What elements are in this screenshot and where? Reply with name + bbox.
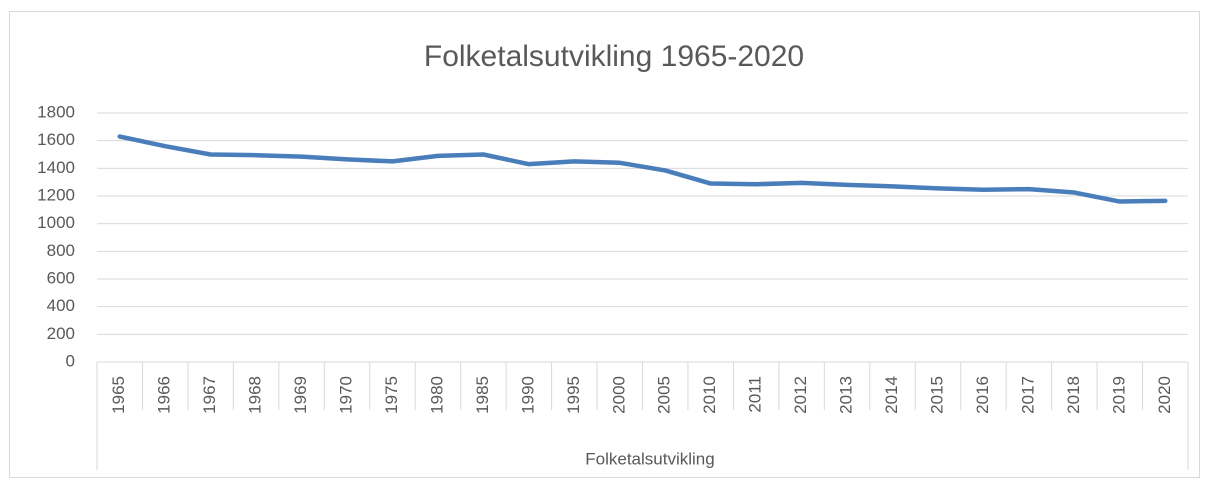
y-tick-label: 800 bbox=[47, 241, 75, 260]
x-axis-label: Folketalsutvikling bbox=[585, 449, 714, 468]
chart-title: Folketalsutvikling 1965-2020 bbox=[424, 40, 804, 73]
y-tick-label: 0 bbox=[66, 351, 75, 370]
x-tick-label: 1985 bbox=[473, 376, 492, 414]
y-tick-label: 200 bbox=[47, 324, 75, 343]
x-tick-label: 1967 bbox=[200, 376, 219, 414]
x-tick-label: 2015 bbox=[927, 376, 946, 414]
x-tick-label: 1970 bbox=[337, 376, 356, 414]
x-tick-label: 2013 bbox=[837, 376, 856, 414]
x-tick-label: 2012 bbox=[791, 376, 810, 414]
x-tick-label: 2020 bbox=[1155, 376, 1174, 414]
chart-border bbox=[9, 11, 1200, 478]
data-line bbox=[117, 134, 1168, 204]
y-tick-label: 600 bbox=[47, 268, 75, 287]
x-tick-label: 2019 bbox=[1109, 376, 1128, 414]
y-tick-label: 1400 bbox=[37, 158, 75, 177]
x-tick-label: 2011 bbox=[746, 376, 765, 413]
x-tick-label: 1965 bbox=[109, 376, 128, 414]
y-tick-label: 1800 bbox=[37, 102, 75, 121]
x-tick-label: 1980 bbox=[427, 376, 446, 414]
x-tick-label: 1968 bbox=[246, 376, 265, 414]
y-tick-label: 400 bbox=[47, 296, 75, 315]
x-tick-label: 2000 bbox=[609, 376, 628, 414]
x-tick-label: 2010 bbox=[700, 376, 719, 414]
x-tick-label: 2018 bbox=[1064, 376, 1083, 414]
y-tick-label: 1200 bbox=[37, 185, 75, 204]
x-tick-label: 2017 bbox=[1018, 376, 1037, 414]
x-tick-label: 1966 bbox=[155, 376, 174, 414]
x-tick-label: 2005 bbox=[655, 376, 674, 414]
x-tick-label: 2016 bbox=[973, 376, 992, 414]
y-tick-label: 1000 bbox=[37, 213, 75, 232]
x-tick-label: 1995 bbox=[564, 376, 583, 414]
x-tick-label: 2014 bbox=[882, 376, 901, 414]
y-tick-label: 1600 bbox=[37, 130, 75, 149]
x-tick-label: 1969 bbox=[291, 376, 310, 414]
x-tick-label: 1990 bbox=[518, 376, 537, 414]
x-tick-label: 1975 bbox=[382, 376, 401, 414]
